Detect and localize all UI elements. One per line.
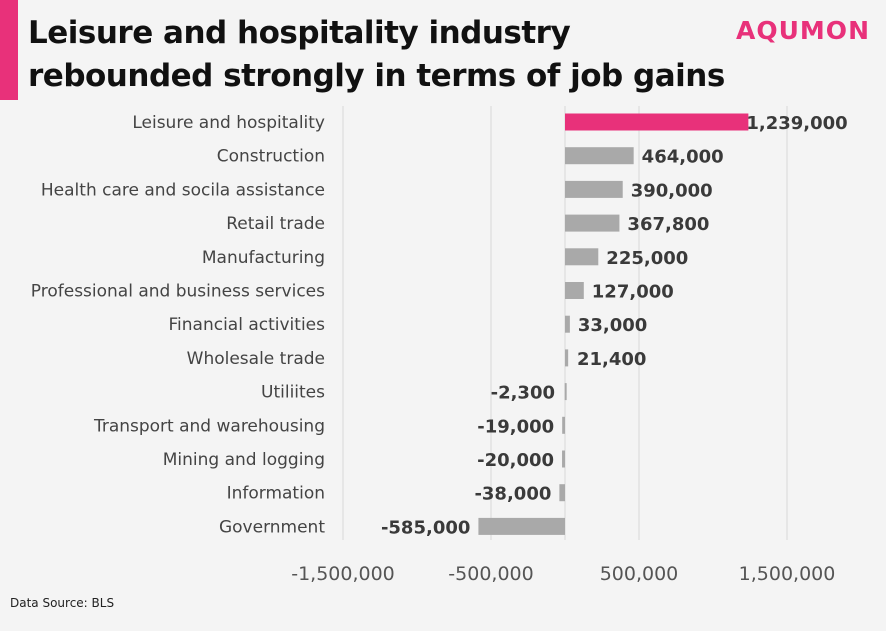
category-label: Transport and warehousing [93,416,325,436]
bar [565,349,569,367]
category-label: Manufacturing [202,248,325,268]
category-label: Leisure and hospitality [132,113,325,133]
bar [562,416,565,434]
bar [565,214,620,232]
bar [565,315,570,333]
bar [564,383,567,401]
value-label: -19,000 [477,416,554,437]
bar [559,484,565,502]
x-tick-label: -1,500,000 [291,563,395,585]
bar [565,248,599,266]
value-label: 390,000 [631,180,713,201]
bar [478,517,565,535]
data-source: Data Source: BLS [10,596,115,610]
value-label: 21,400 [577,349,646,370]
category-label: Mining and logging [163,450,325,470]
category-label: Utiliites [261,383,325,403]
category-label: Construction [217,147,325,167]
category-label: Information [227,484,325,504]
accent-bar [0,0,18,100]
value-label: 33,000 [578,315,647,336]
category-label: Professional and business services [31,282,325,302]
x-tick-label: 1,500,000 [739,563,836,585]
category-label: Wholesale trade [187,349,325,369]
value-label: -20,000 [477,450,554,471]
bar [565,282,584,299]
bar [565,113,749,131]
brand-logo: AQUMON [736,16,870,45]
chart-title: Leisure and hospitality industry rebound… [28,12,728,98]
title-line-2: rebounded strongly in terms of job gains [28,58,725,94]
x-tick-label: -500,000 [448,563,533,585]
bar [562,450,565,468]
x-tick-label: 500,000 [600,563,679,585]
category-label: Retail trade [226,214,325,234]
value-label: 1,239,000 [746,113,847,134]
category-label: Financial activities [169,315,326,335]
title-line-1: Leisure and hospitality industry [28,15,571,51]
category-label: Government [219,517,325,537]
category-label: Health care and socila assistance [41,180,325,200]
value-label: 127,000 [592,282,674,303]
value-label: -38,000 [474,484,551,505]
bar [565,147,634,165]
value-label: -585,000 [381,517,470,538]
bar [565,180,623,198]
value-label: -2,300 [491,383,555,404]
value-label: 225,000 [606,248,688,269]
value-label: 367,800 [627,214,709,235]
value-label: 464,000 [642,147,724,168]
